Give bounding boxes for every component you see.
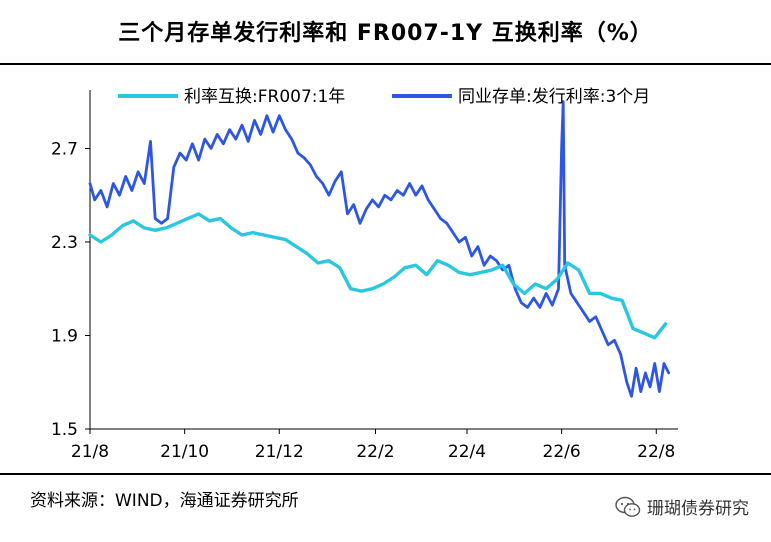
- axes: 1.5 1.9 2.3 2.7 21/8 21/10 21/12 22/2 22/4 22/6 22…: [51, 90, 678, 462]
- footer-rule: [0, 473, 771, 475]
- watermark: 珊瑚债券研究: [615, 494, 749, 519]
- chart-title: 三个月存单发行利率和 FR007-1Y 互换利率（%）: [118, 21, 653, 46]
- wechat-icon: [615, 496, 641, 517]
- y-tick-label: 2.3: [51, 233, 78, 253]
- x-tick-label: 22/4: [448, 442, 486, 462]
- watermark-text: 珊瑚债券研究: [647, 499, 749, 519]
- x-tick-label: 21/8: [71, 442, 109, 462]
- y-tick-label: 2.7: [51, 139, 78, 159]
- series-line-swap: [88, 212, 668, 340]
- x-tick-label: 22/6: [543, 442, 581, 462]
- x-tick-label: 22/8: [637, 442, 675, 462]
- series-line-cd: [88, 100, 671, 398]
- title-rule: [0, 63, 771, 65]
- chart-canvas: 1.5 1.9 2.3 2.7 21/8 21/10 21/12 22/2 22/4 22/6 22…: [51, 87, 678, 462]
- y-tick-label: 1.9: [51, 326, 78, 346]
- legend: 利率互换:FR007:1年 同业存单:发行利率:3个月: [118, 87, 650, 107]
- legend-label-swap: 利率互换:FR007:1年: [184, 87, 345, 107]
- y-tick-label: 1.5: [51, 420, 78, 440]
- series-lines: [88, 100, 671, 398]
- legend-label-cd: 同业存单:发行利率:3个月: [458, 87, 650, 107]
- x-tick-label: 21/12: [255, 442, 304, 462]
- x-tick-label: 21/10: [160, 442, 209, 462]
- x-tick-label: 22/2: [356, 442, 394, 462]
- source-note: 资料来源：WIND，海通证券研究所: [30, 491, 299, 511]
